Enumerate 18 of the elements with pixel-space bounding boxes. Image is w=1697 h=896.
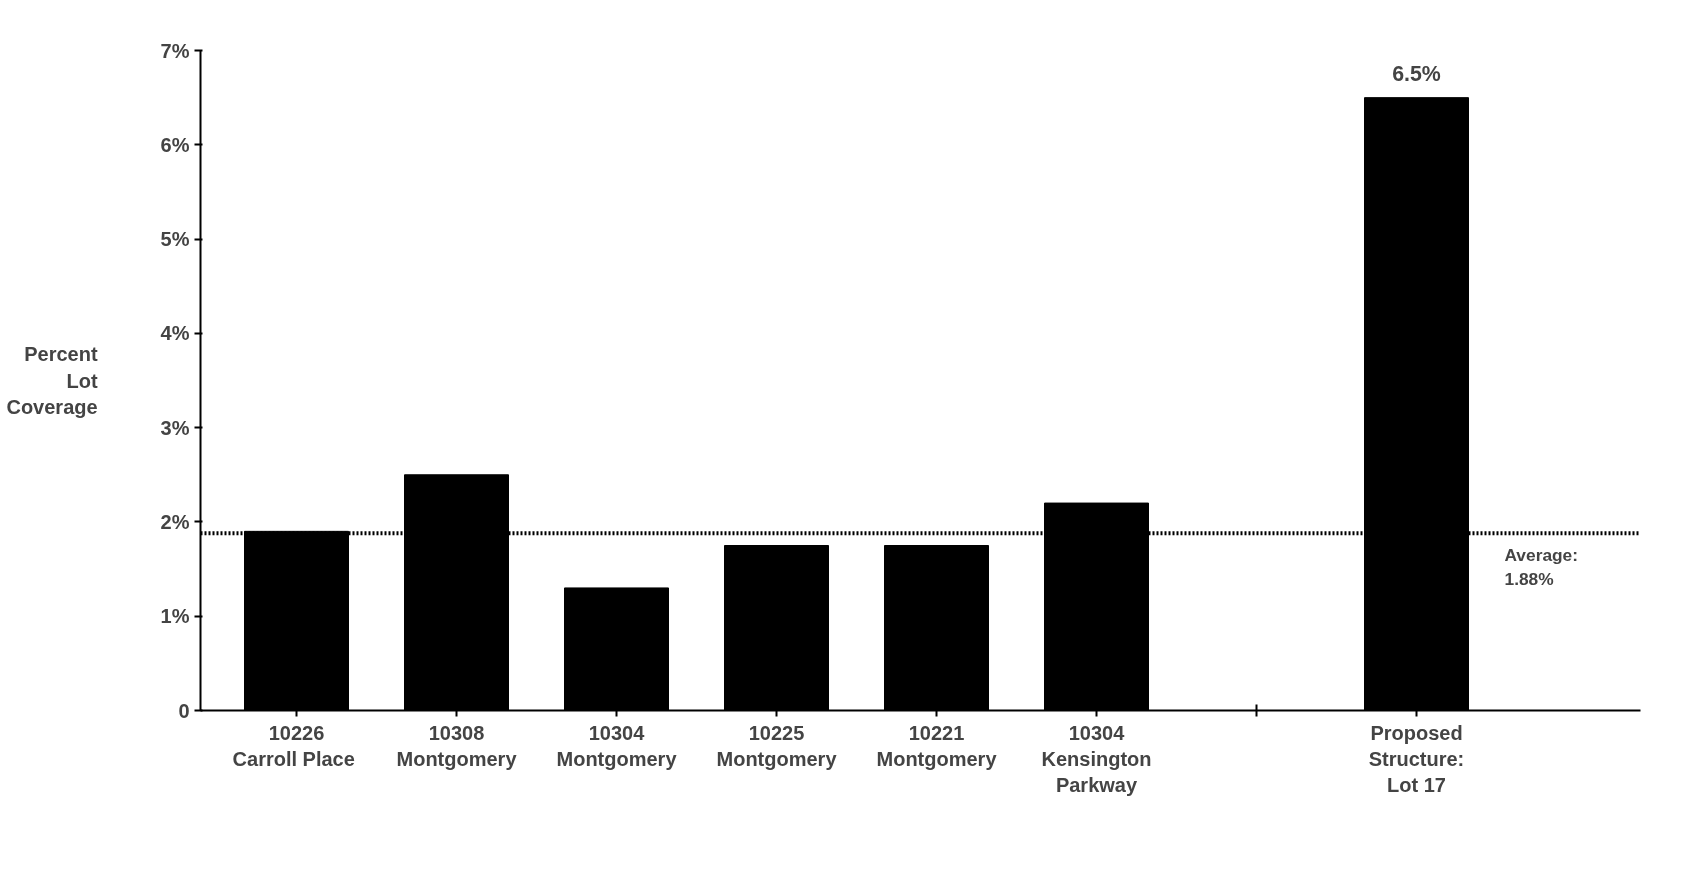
x-tick-label: 10221 Montgomery	[876, 721, 998, 770]
x-tick-label: 10226 Carroll Place	[232, 721, 355, 770]
ref-line-label: Average: 1.88%	[1504, 545, 1579, 590]
x-tick-label: 10225 Montgomery	[716, 721, 838, 770]
y-tick-label: 5%	[160, 228, 190, 251]
y-tick-label: 1%	[160, 605, 190, 628]
x-tick-label: 10304 Kensington Parkway	[1041, 721, 1152, 797]
y-tick-label: 7%	[160, 39, 190, 62]
x-tick-label: 10304 Montgomery	[556, 721, 678, 770]
y-tick-label: 2%	[160, 510, 190, 533]
y-tick-label: 4%	[160, 322, 190, 345]
data-label: 6.5%	[1392, 61, 1441, 86]
x-tick-label: 10308 Montgomery	[396, 721, 518, 770]
y-tick-label: 0	[178, 699, 190, 722]
y-tick-label: 3%	[160, 416, 190, 439]
y-axis-title: Percent Lot Coverage	[6, 343, 98, 418]
x-tick-label: Proposed Structure: Lot 17	[1368, 721, 1465, 797]
y-tick-label: 6%	[160, 133, 190, 156]
